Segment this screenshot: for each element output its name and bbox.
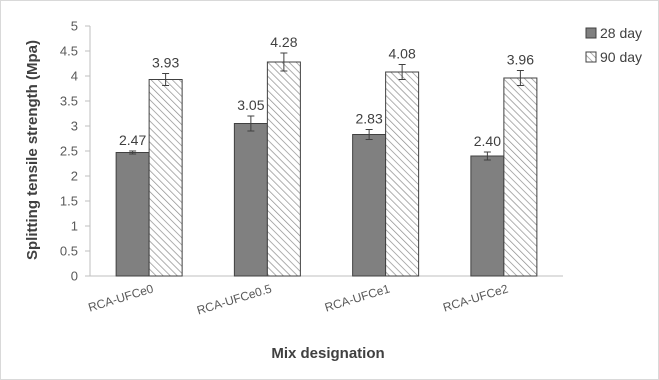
data-label: 4.08 (389, 46, 416, 62)
bar-90-day-1 (266, 61, 301, 277)
bar-28-day-1 (233, 123, 268, 277)
y-tick-label: 5 (71, 19, 78, 34)
y-tick-label: 2.5 (60, 144, 78, 159)
data-label: 3.93 (152, 55, 179, 71)
y-tick-label: 0.5 (60, 244, 78, 259)
bar-28-day-0 (115, 152, 150, 277)
data-label: 3.96 (507, 52, 534, 68)
y-tick-label: 1 (71, 219, 78, 234)
legend-swatch-28-day (585, 27, 597, 39)
legend-swatch-90-day (585, 51, 597, 63)
y-tick-label: 4.5 (60, 44, 78, 59)
y-tick-label: 1.5 (60, 194, 78, 209)
bar-90-day-0 (148, 79, 183, 277)
data-label: 4.28 (270, 34, 297, 50)
y-tick-label: 0 (71, 269, 78, 284)
y-tick-label: 4 (71, 69, 78, 84)
y-axis-title: Splitting tensile strength (Mpa) (24, 40, 41, 260)
bar-90-day-3 (503, 77, 538, 277)
y-tick-label: 3.5 (60, 94, 78, 109)
y-tick-label: 2 (71, 169, 78, 184)
data-label: 2.83 (356, 111, 383, 127)
data-label: 2.47 (119, 132, 146, 148)
legend-label: 28 day (600, 25, 642, 41)
data-label: 2.40 (474, 133, 501, 149)
bar-90-day-2 (385, 71, 420, 277)
legend-label: 90 day (600, 49, 642, 65)
data-label: 3.05 (237, 97, 264, 113)
bar-28-day-3 (470, 155, 505, 277)
x-axis-title: Mix designation (271, 345, 384, 362)
bar-28-day-2 (352, 134, 387, 277)
y-tick-label: 3 (71, 119, 78, 134)
